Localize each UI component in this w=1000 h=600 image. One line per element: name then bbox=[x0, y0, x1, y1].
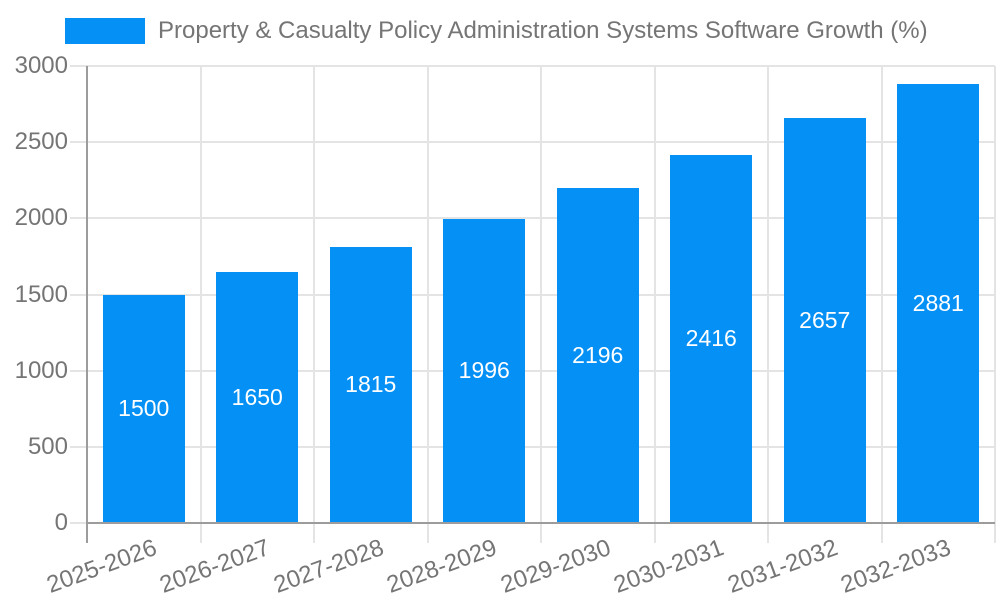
chart-title: Property & Casualty Policy Administratio… bbox=[158, 17, 928, 44]
bar-value-label: 1996 bbox=[458, 357, 510, 384]
gridline-h bbox=[70, 141, 995, 144]
x-axis-tick-label: 2027-2028 bbox=[270, 534, 388, 599]
gridline-v bbox=[880, 66, 883, 543]
x-axis-line bbox=[87, 522, 995, 524]
y-axis-tick-label: 3000 bbox=[14, 52, 68, 79]
x-axis-tick-label: 2028-2029 bbox=[383, 534, 501, 599]
x-axis-tick-label: 2030-2031 bbox=[610, 534, 728, 599]
y-axis-tick-label: 1500 bbox=[14, 280, 68, 308]
gridline-v bbox=[994, 66, 996, 543]
bar-value-label: 2881 bbox=[912, 290, 964, 317]
gridline-v bbox=[767, 66, 769, 543]
y-axis-tick-label: 2000 bbox=[14, 204, 68, 232]
gridline-v bbox=[313, 66, 315, 543]
y-axis-tick-label: 0 bbox=[54, 509, 68, 536]
bar-value-label: 1650 bbox=[231, 383, 283, 410]
x-axis-tick-label: 2031-2032 bbox=[724, 534, 842, 599]
bar[interactable]: 1650 bbox=[216, 271, 299, 523]
gridline-h bbox=[70, 445, 995, 448]
legend-swatch bbox=[65, 18, 145, 44]
bar[interactable]: 2196 bbox=[556, 188, 639, 523]
y-axis-tick-label: 1000 bbox=[14, 356, 68, 384]
x-axis-tick-label: 2032-2033 bbox=[837, 534, 955, 599]
x-axis-tick-label: 2026-2027 bbox=[156, 534, 274, 599]
gridline-h bbox=[70, 369, 995, 372]
bar-value-label: 2416 bbox=[685, 325, 737, 352]
bar-value-label: 1500 bbox=[118, 395, 170, 422]
bar-value-label: 1815 bbox=[345, 371, 397, 398]
bar[interactable]: 2657 bbox=[783, 118, 866, 523]
y-axis-line bbox=[86, 66, 88, 543]
gridline-v bbox=[426, 66, 429, 543]
bar-value-label: 2196 bbox=[572, 342, 624, 369]
x-axis-tick-label: 2025-2026 bbox=[43, 534, 161, 599]
gridline-v bbox=[199, 66, 202, 543]
x-axis-tick-label: 2029-2030 bbox=[497, 534, 615, 599]
gridline-h bbox=[70, 217, 995, 220]
bar[interactable]: 1500 bbox=[102, 294, 185, 523]
gridline-v bbox=[653, 66, 656, 543]
bar-value-label: 2657 bbox=[799, 307, 851, 334]
bar[interactable]: 2416 bbox=[670, 154, 753, 523]
bar[interactable]: 1815 bbox=[329, 246, 412, 523]
gridline-v bbox=[540, 66, 542, 543]
gridline-h bbox=[70, 65, 995, 67]
y-axis-tick-label: 2500 bbox=[14, 128, 68, 156]
y-axis-tick-label: 500 bbox=[27, 432, 68, 460]
bar[interactable]: 2881 bbox=[897, 84, 980, 523]
bar[interactable]: 1996 bbox=[443, 218, 526, 523]
gridline-h bbox=[70, 293, 995, 296]
